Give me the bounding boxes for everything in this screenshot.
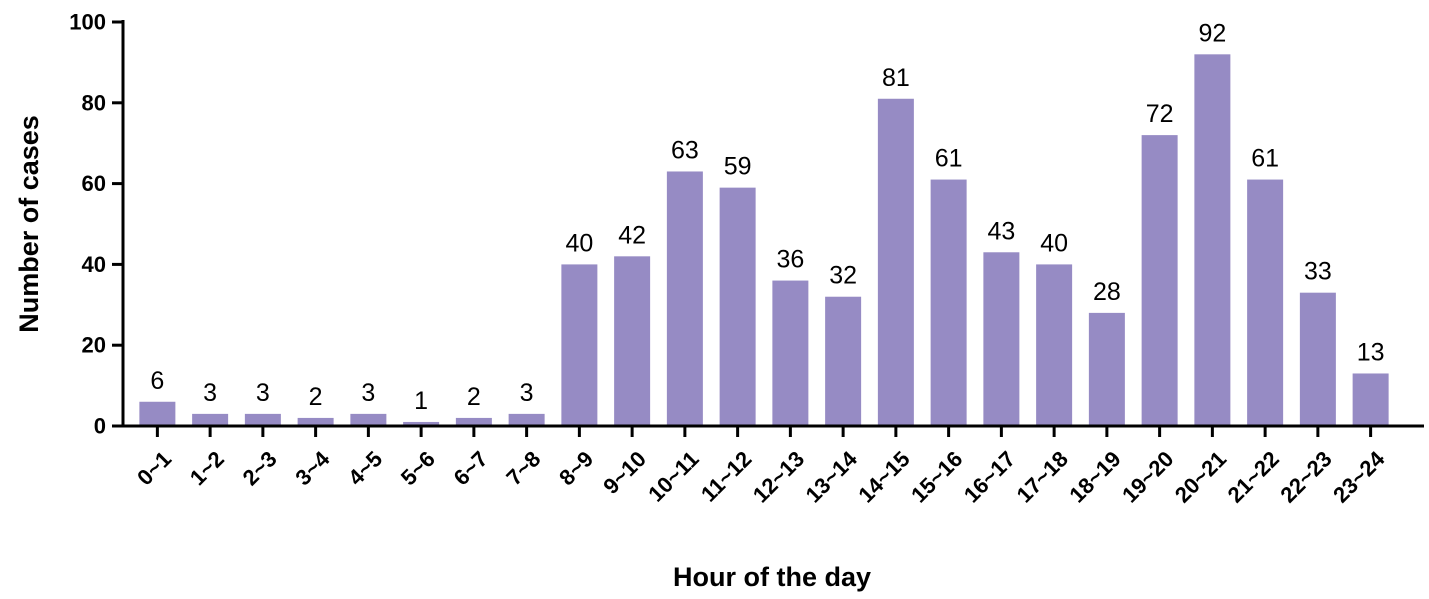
x-tick-label: 1~2 <box>185 446 229 490</box>
x-tick-label: 19~20 <box>1117 446 1178 507</box>
bar <box>877 98 914 426</box>
data-label: 92 <box>1198 19 1226 47</box>
bar <box>614 256 651 426</box>
x-tick-label: 0~1 <box>132 446 176 490</box>
bar <box>244 413 281 426</box>
x-tick-label: 4~5 <box>343 446 387 490</box>
data-label: 3 <box>256 379 270 407</box>
bar <box>666 171 703 426</box>
x-axis: 0~1 1~2 2~3 3~4 4~5 5~6 6~7 7~8 8~9 9~1010~1111~1… <box>121 424 1424 508</box>
data-label: 2 <box>467 383 481 411</box>
bar <box>350 413 387 426</box>
bar <box>1352 373 1389 426</box>
x-tick-label: 16~17 <box>959 446 1020 507</box>
data-label: 40 <box>1040 229 1068 257</box>
data-label: 1 <box>414 387 428 415</box>
bar <box>192 413 229 426</box>
x-tick-label: 17~18 <box>1012 446 1073 507</box>
x-tick-label: 14~15 <box>853 446 914 507</box>
y-axis-title: Number of cases <box>14 115 44 333</box>
data-label: 43 <box>987 217 1015 245</box>
x-tick-label: 3~4 <box>290 446 335 491</box>
y-axis: 0 20 40 60 80 100 <box>69 10 125 439</box>
data-label: 40 <box>565 229 593 257</box>
bar <box>719 187 756 426</box>
data-label: 32 <box>829 262 857 290</box>
x-tick-label: 13~14 <box>801 446 863 508</box>
x-tick-label: 9~10 <box>598 446 651 499</box>
x-tick-label: 10~11 <box>643 446 704 507</box>
bar <box>297 417 334 426</box>
y-tick-label: 100 <box>69 10 106 35</box>
x-tick-label: 11~12 <box>696 446 757 507</box>
data-label: 6 <box>150 367 164 395</box>
x-tick-label: 7~8 <box>501 446 545 490</box>
bar <box>1036 264 1073 426</box>
data-label: 61 <box>1251 145 1279 173</box>
x-axis-title: Hour of the day <box>673 562 871 592</box>
data-label: 61 <box>935 145 963 173</box>
bar <box>139 401 176 426</box>
x-tick-label: 22~23 <box>1275 446 1336 507</box>
bar <box>983 252 1020 426</box>
data-label: 28 <box>1093 278 1121 306</box>
data-label: 81 <box>882 64 910 92</box>
bar <box>1299 292 1336 426</box>
data-label: 63 <box>671 136 699 164</box>
x-tick-label: 8~9 <box>554 446 598 490</box>
data-label: 3 <box>361 379 375 407</box>
data-label: 13 <box>1357 338 1385 366</box>
bar <box>1088 312 1125 426</box>
bar <box>455 417 492 426</box>
x-tick-label: 2~3 <box>238 446 282 490</box>
bar <box>930 179 967 426</box>
bar <box>403 421 440 426</box>
y-tick-label: 80 <box>82 90 106 115</box>
bar <box>1194 54 1231 426</box>
bars-group <box>139 54 1389 426</box>
data-label: 72 <box>1146 100 1174 128</box>
x-tick-label: 6~7 <box>449 446 493 490</box>
y-tick-label: 40 <box>82 252 106 277</box>
bar <box>561 264 598 426</box>
x-tick-label: 5~6 <box>396 446 440 490</box>
bar <box>1247 179 1284 426</box>
x-tick-label: 12~13 <box>748 446 809 507</box>
y-tick-label: 20 <box>82 333 106 358</box>
data-label: 42 <box>618 221 646 249</box>
data-label: 33 <box>1304 258 1332 286</box>
x-tick-label: 20~21 <box>1170 446 1231 507</box>
y-tick-label: 0 <box>94 414 106 439</box>
bar <box>772 280 809 426</box>
y-tick-label: 60 <box>82 171 106 196</box>
bar <box>1141 135 1178 426</box>
x-tick-label: 21~22 <box>1223 446 1284 507</box>
data-label: 2 <box>309 383 323 411</box>
data-label: 59 <box>724 153 752 181</box>
data-label: 3 <box>520 379 534 407</box>
x-tick-label: 23~24 <box>1328 446 1390 508</box>
bar <box>825 296 862 426</box>
data-label: 3 <box>203 379 217 407</box>
x-tick-label: 15~16 <box>906 446 967 507</box>
data-label: 36 <box>776 246 804 274</box>
bar <box>508 413 545 426</box>
x-tick-label: 18~19 <box>1064 446 1125 507</box>
